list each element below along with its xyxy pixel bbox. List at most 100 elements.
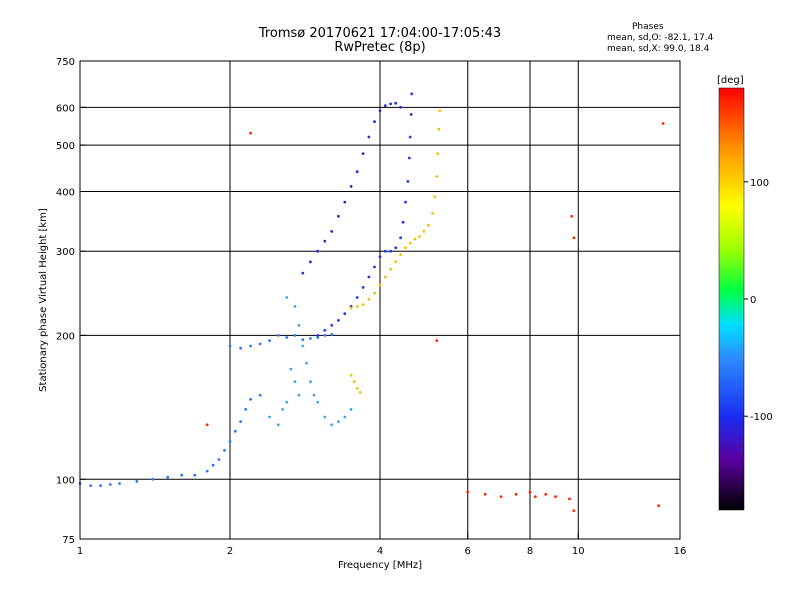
data-point [394, 260, 398, 264]
data-point [361, 286, 365, 289]
data-point [544, 492, 548, 496]
data-point [394, 101, 398, 105]
data-point [466, 490, 470, 494]
data-point [343, 415, 347, 419]
x-tick-label: 6 [465, 546, 471, 557]
data-point [401, 220, 405, 224]
data-point [249, 131, 253, 135]
data-point [285, 400, 289, 404]
data-point [483, 492, 487, 496]
data-point [293, 305, 297, 308]
data-point [205, 469, 209, 473]
x-tick-label: 16 [674, 546, 687, 557]
data-point [301, 344, 305, 348]
x-tick-label: 10 [572, 546, 585, 557]
data-point [361, 303, 365, 306]
phases-x-mode: mean, sd,X: 99.0, 18.4 [607, 44, 710, 54]
data-point [305, 361, 308, 365]
data-point [378, 109, 382, 113]
y-tick-label: 100 [56, 475, 75, 486]
data-point [293, 334, 297, 337]
x-tick-label: 8 [527, 546, 533, 557]
x-tick-label: 4 [377, 546, 383, 557]
data-point [276, 423, 280, 427]
data-point [404, 200, 407, 204]
chart-subtitle: RwPretec (8p) [334, 40, 426, 55]
grid-lines [80, 61, 680, 539]
data-point [323, 334, 327, 337]
data-point [337, 319, 340, 322]
data-point [435, 175, 439, 178]
data-point [409, 113, 413, 116]
data-point [233, 429, 237, 433]
data-point [528, 490, 532, 494]
data-point [349, 408, 353, 411]
data-point [399, 105, 402, 109]
phases-title: Phases [632, 22, 664, 32]
data-point [205, 423, 209, 427]
data-point [309, 337, 312, 340]
data-point [407, 156, 411, 160]
data-point [323, 415, 327, 419]
data-point [408, 135, 412, 139]
data-point [193, 473, 197, 477]
data-point [355, 305, 359, 308]
data-point [285, 296, 289, 299]
data-points [78, 92, 665, 512]
data-point [408, 241, 412, 245]
colorbar-ticks: 100 0 -100 [744, 178, 773, 423]
data-point [316, 334, 320, 337]
data-point [180, 473, 184, 477]
y-tick-label: 400 [56, 187, 75, 198]
data-point [568, 497, 571, 501]
data-point [572, 236, 576, 240]
data-point [433, 195, 437, 199]
data-point [281, 408, 284, 411]
colorbar [718, 87, 745, 511]
data-point [268, 339, 271, 342]
data-point [228, 440, 232, 443]
data-point [349, 185, 353, 188]
data-point [293, 380, 297, 384]
data-point [330, 230, 334, 233]
data-point [289, 367, 293, 371]
data-point [309, 380, 312, 384]
data-point [239, 420, 243, 423]
data-point [217, 458, 221, 461]
colorbar-tick-label: -100 [750, 412, 773, 423]
data-point [383, 104, 387, 107]
data-point [301, 271, 305, 275]
data-point [249, 344, 253, 348]
data-point [378, 283, 382, 287]
phases-o-mode: mean, sd,O: -82.1, 17.4 [607, 33, 714, 43]
data-point [389, 102, 392, 106]
data-point [349, 373, 353, 377]
x-axis-label: Frequency [MHz] [338, 560, 422, 571]
data-point [228, 344, 232, 348]
data-point [355, 170, 359, 174]
data-point [410, 92, 414, 96]
data-point [554, 495, 557, 498]
data-point [661, 122, 665, 125]
data-point [437, 127, 441, 131]
data-point [337, 214, 340, 218]
data-point [285, 336, 289, 339]
data-point [268, 415, 271, 419]
data-point [418, 235, 421, 238]
data-point [533, 495, 537, 498]
data-point [355, 386, 359, 390]
data-point [378, 255, 382, 259]
data-point [99, 484, 102, 487]
colorbar-tick-label: 0 [750, 295, 756, 306]
data-point [118, 482, 121, 485]
x-tick-label: 1 [77, 546, 83, 557]
data-point [258, 393, 262, 397]
data-point [211, 463, 215, 467]
data-point [413, 237, 417, 241]
data-point [367, 297, 371, 301]
data-point [438, 109, 442, 113]
data-point [323, 239, 327, 243]
data-point [367, 135, 371, 139]
data-point [361, 152, 365, 156]
